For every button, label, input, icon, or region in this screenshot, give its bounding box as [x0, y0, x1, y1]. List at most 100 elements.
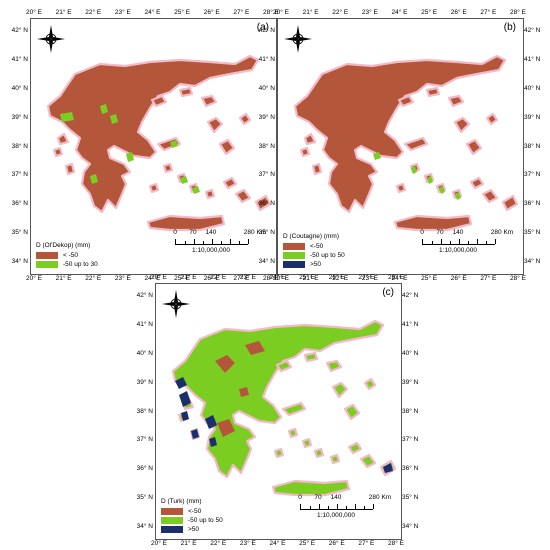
legend-title: D (Turk) (mm) — [161, 498, 202, 505]
longitude-label: 22° E — [85, 9, 102, 16]
longitude-label: 25° E — [421, 275, 438, 282]
mainland-region — [46, 54, 260, 214]
longitude-label: 22° E — [85, 275, 102, 282]
island-region — [311, 162, 323, 176]
legend-title: D (Coutagne) (mm) — [283, 233, 339, 240]
longitude-label: 27° E — [480, 9, 497, 16]
island-region — [146, 214, 226, 232]
class-patch — [373, 152, 381, 160]
longitude-label: 20° E — [26, 275, 42, 282]
scale-bar-line — [175, 239, 249, 245]
island-region — [501, 194, 519, 212]
class-patch — [110, 114, 118, 124]
legend-swatch — [161, 517, 183, 524]
latitude-label: 39° N — [402, 378, 419, 386]
scale-label: 70 — [189, 229, 197, 236]
legend-item: -50 up to 30 — [36, 260, 98, 269]
longitude-label: 24° E — [391, 275, 408, 282]
longitude-label: 23° E — [114, 275, 131, 282]
longitude-label: 23° E — [361, 275, 378, 282]
longitude-label: 28° E — [263, 9, 279, 16]
class-patch — [209, 437, 217, 447]
legend-item: <-50 — [161, 507, 223, 516]
island-region — [303, 351, 319, 363]
scale-label: 280 Km — [243, 229, 267, 236]
latitude-label: 35° N — [11, 229, 28, 237]
class-patch — [180, 176, 188, 184]
longitude-label: 24° E — [269, 274, 286, 281]
island-region — [465, 138, 483, 156]
latitude-label: 34° N — [402, 523, 419, 530]
longitude-label: 24° E — [269, 540, 286, 547]
legend-swatch — [36, 261, 58, 268]
island-region — [447, 94, 465, 108]
island-region — [275, 359, 293, 373]
longitude-label: 27° E — [358, 540, 375, 547]
latitude-label: 35° N — [402, 494, 419, 502]
latitude-label: 37° N — [136, 436, 153, 444]
island-region — [254, 194, 272, 212]
longitude-label: 27° E — [480, 275, 497, 282]
legend-item: < -50 — [36, 251, 98, 260]
latitude-label: 39° N — [258, 113, 275, 121]
longitude-label: 23° E — [239, 274, 256, 281]
latitude-label: 39° N — [524, 113, 541, 121]
longitude-label: 20° E — [151, 274, 167, 281]
longitude-label: 22° E — [210, 274, 227, 281]
class-patch — [191, 429, 199, 439]
class-patch — [170, 140, 178, 148]
island-region — [287, 427, 299, 439]
legend-swatch — [161, 526, 183, 533]
island-region — [273, 447, 285, 459]
class-patch — [411, 166, 417, 174]
scale-ratio: 1:10,000,000 — [317, 512, 355, 519]
longitude-label: 23° E — [114, 9, 131, 16]
latitude-label: 37° N — [11, 171, 28, 179]
latitude-label: 36° N — [136, 465, 153, 473]
legend-item: >50 — [283, 260, 345, 269]
map-legend: D (Coutagne) (mm) <-50 -50 up to 50 >50 — [283, 232, 345, 269]
north-arrow-icon — [284, 25, 312, 53]
greece-map — [171, 319, 397, 497]
legend-label: <-50 — [310, 243, 324, 250]
longitude-label: 27° E — [233, 275, 250, 282]
latitude-label: 41° N — [136, 320, 153, 328]
island-region — [222, 176, 238, 190]
legend-swatch — [283, 243, 305, 250]
island-region — [403, 136, 429, 152]
class-patch — [100, 104, 108, 114]
longitude-label: 28° E — [388, 540, 404, 547]
latitude-label: 42° N — [524, 27, 541, 34]
island-region — [299, 146, 311, 158]
class-patch — [217, 419, 235, 437]
latitude-label: 34° N — [258, 258, 275, 265]
longitude-label: 20° E — [151, 540, 167, 547]
latitude-label: 36° N — [258, 200, 275, 208]
longitude-label: 26° E — [203, 275, 220, 282]
longitude-label: 26° E — [203, 9, 220, 16]
longitude-label: 24° E — [391, 9, 408, 16]
legend-swatch — [36, 252, 58, 259]
longitude-label: 28° E — [263, 275, 279, 282]
class-patch — [175, 377, 187, 389]
class-patch — [439, 186, 445, 194]
longitude-label: 21° E — [302, 275, 319, 282]
latitude-label: 36° N — [402, 465, 419, 473]
latitude-label: 39° N — [11, 113, 28, 121]
mainland-region — [293, 54, 507, 214]
latitude-label: 37° N — [402, 436, 419, 444]
latitude-label: 35° N — [258, 229, 275, 237]
island-region — [162, 162, 174, 174]
scale-bar: 0 70 140 280 Km 1:10,000,000 — [173, 229, 266, 257]
latitude-label: 35° N — [136, 494, 153, 502]
island-region — [204, 188, 216, 200]
longitude-label: 28° E — [388, 274, 404, 281]
island-region — [303, 132, 317, 146]
legend-label: < -50 — [63, 252, 78, 259]
island-region — [178, 86, 194, 98]
longitude-label: 20° E — [273, 9, 289, 16]
longitude-label: 25° E — [174, 275, 191, 282]
class-patch — [60, 112, 74, 122]
longitude-label: 26° E — [450, 275, 467, 282]
scale-label: 280 Km — [368, 494, 392, 501]
